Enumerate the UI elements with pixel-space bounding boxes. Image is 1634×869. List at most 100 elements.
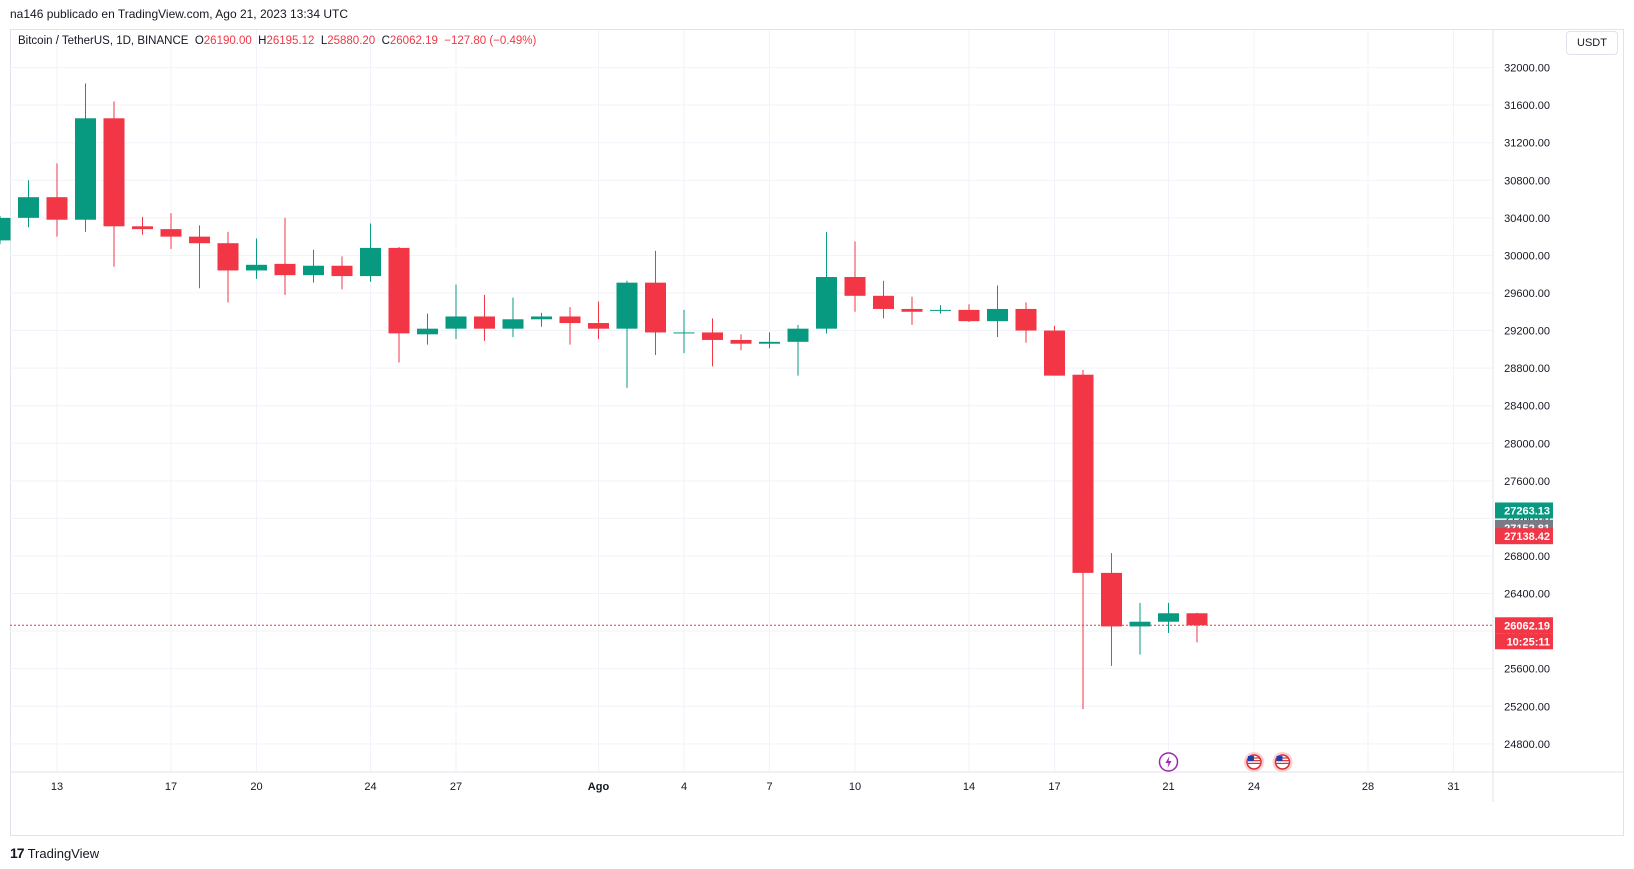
candle-down [873, 295, 894, 309]
countdown-label: 10:25:11 [1507, 636, 1550, 648]
candle-down [645, 282, 666, 333]
candle-up [1158, 613, 1179, 622]
footer-brand[interactable]: 17 TradingView [10, 845, 99, 861]
candle-down [1186, 613, 1208, 626]
price-tag-label: 27138.42 [1504, 531, 1550, 543]
y-tick-label: 31600.00 [1504, 100, 1550, 112]
y-tick-label: 27600.00 [1504, 476, 1550, 488]
y-tick-label: 26400.00 [1504, 589, 1550, 601]
x-tick-label: 24 [364, 781, 376, 793]
candle-down [103, 118, 125, 227]
y-tick-label: 28800.00 [1504, 363, 1550, 375]
candle-up [673, 332, 695, 334]
candle-up [987, 308, 1008, 322]
low-label: L [320, 35, 328, 47]
candle-down [160, 229, 182, 237]
candle-down [1015, 308, 1037, 331]
candle-up [18, 197, 39, 218]
candle-up [445, 316, 467, 329]
price-tag-label: 27263.13 [1504, 505, 1550, 517]
y-tick-label: 31200.00 [1504, 138, 1550, 150]
candle-up [816, 277, 837, 329]
candle-up [930, 309, 951, 311]
y-tick-label: 28000.00 [1504, 438, 1550, 450]
candle-down [46, 197, 68, 220]
candle-up [0, 217, 11, 241]
x-tick-label: 17 [1048, 781, 1060, 793]
candle-up [787, 328, 809, 342]
y-tick-label: 25200.00 [1504, 701, 1550, 713]
candle-down [1072, 374, 1094, 573]
symbol-title: Bitcoin / TetherUS, 1D, BINANCE [18, 35, 189, 47]
x-tick-label: 21 [1162, 781, 1174, 793]
us-flag-canton [1276, 756, 1283, 761]
x-tick-label: 28 [1362, 781, 1374, 793]
candle-down [274, 263, 296, 276]
currency-unit-button[interactable]: USDT [1566, 31, 1618, 55]
candle-down [474, 316, 495, 329]
candle-down [217, 243, 239, 271]
candle-up [360, 247, 381, 277]
candle-down [388, 247, 410, 334]
candle-up [75, 118, 96, 220]
candle-down [331, 265, 353, 277]
y-tick-label: 30800.00 [1504, 175, 1550, 187]
candle-down [189, 236, 210, 244]
x-tick-label: 31 [1447, 781, 1459, 793]
tradingview-logo-icon: 17 [10, 845, 25, 861]
candle-up [502, 319, 524, 329]
candle-down [132, 226, 153, 230]
x-tick-label: Ago [588, 781, 610, 793]
candle-up [759, 341, 780, 344]
open-label: O [194, 35, 204, 47]
x-tick-label: 17 [165, 781, 177, 793]
candle-down [588, 323, 609, 329]
lightning-bolt [1165, 756, 1172, 768]
candle-up [616, 282, 638, 329]
x-tick-label: 20 [250, 781, 262, 793]
candle-up [531, 316, 552, 320]
close-label: C [381, 35, 390, 47]
candle-down [1101, 572, 1122, 627]
candle-down [1044, 330, 1065, 376]
x-tick-label: 27 [450, 781, 462, 793]
high-label: H [258, 35, 267, 47]
y-tick-label: 29200.00 [1504, 326, 1550, 338]
y-tick-label: 24800.00 [1504, 739, 1550, 751]
price-tag [1495, 528, 1553, 545]
close-value: 26062.19 [389, 35, 438, 47]
x-tick-label: 7 [766, 781, 772, 793]
x-tick-label: 10 [849, 781, 861, 793]
candle-up [303, 265, 324, 276]
price-tag [1495, 617, 1553, 634]
candle-down [958, 309, 980, 322]
candle-down [702, 332, 723, 340]
y-tick-label: 30400.00 [1504, 213, 1550, 225]
x-tick-label: 14 [963, 781, 975, 793]
symbol-legend: Bitcoin / TetherUS, 1D, BINANCE O26190.0… [18, 35, 536, 47]
candle-up [246, 264, 267, 271]
candle-down [559, 316, 581, 324]
candle-up [417, 328, 438, 335]
price-tag [1495, 502, 1553, 519]
us-flag-canton [1248, 756, 1254, 761]
y-tick-label: 32000.00 [1504, 63, 1550, 75]
open-value: 26190.00 [203, 35, 252, 47]
price-tag-label: 26062.19 [1504, 620, 1550, 632]
y-tick-label: 29600.00 [1504, 288, 1550, 300]
brand-name: TradingView [27, 845, 100, 861]
candle-down [844, 277, 866, 296]
y-tick-label: 28400.00 [1504, 401, 1550, 413]
chart-area[interactable] [10, 29, 1624, 836]
candle-up [1129, 621, 1151, 627]
x-tick-label: 13 [51, 781, 63, 793]
publish-info: na146 publicado en TradingView.com, Ago … [10, 7, 349, 21]
y-tick-label: 30000.00 [1504, 250, 1550, 262]
candle-down [730, 339, 752, 344]
countdown-tag [1495, 633, 1553, 650]
x-tick-label: 24 [1248, 781, 1260, 793]
low-value: 25880.20 [327, 35, 376, 47]
y-tick-label: 25600.00 [1504, 664, 1550, 676]
candle-down [901, 308, 923, 312]
